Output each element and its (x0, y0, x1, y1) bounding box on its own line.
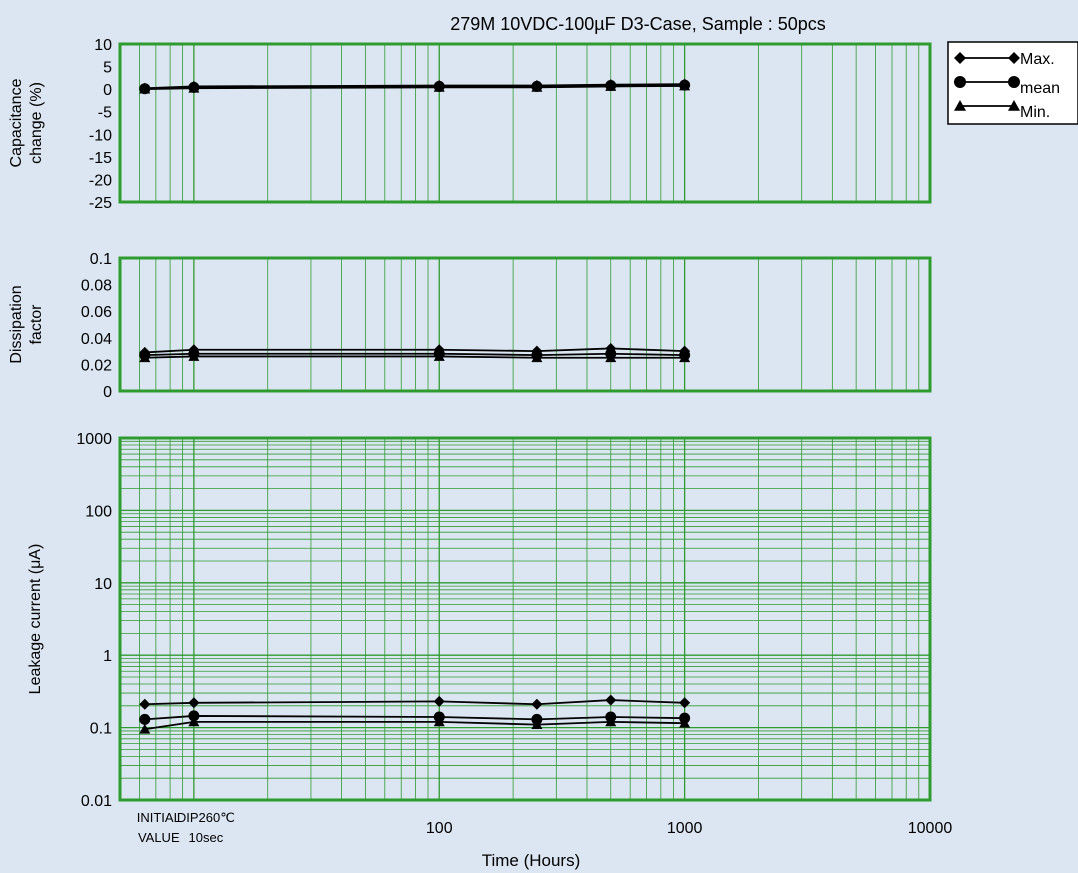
series-line-min (144, 85, 685, 91)
x-tick-label: 100 (426, 820, 453, 837)
x-tick-label: 1000 (667, 820, 703, 837)
data-point-diamond (139, 698, 151, 710)
legend: Max. mean Min. (947, 41, 1078, 125)
y-tick-label: 0.01 (81, 793, 112, 810)
y-tick-label: 0.02 (81, 357, 112, 374)
y-axis-label: change (%) (28, 82, 45, 164)
legend-label: Max. (1020, 51, 1055, 68)
data-point-triangle (433, 350, 445, 361)
x-tick-label: 10sec (189, 830, 224, 845)
y-tick-label: -10 (89, 127, 112, 144)
data-point-triangle (139, 83, 151, 94)
plot-frame (118, 436, 932, 802)
data-point-triangle (433, 81, 445, 92)
legend-label: mean (1020, 80, 1060, 97)
data-point-diamond (531, 698, 543, 710)
series-line-max (144, 347, 685, 354)
data-point-diamond (433, 695, 445, 707)
plot-frame (118, 42, 932, 204)
y-tick-label: 0.1 (90, 251, 112, 268)
y-tick-label: 1000 (76, 431, 112, 448)
y-tick-label: 0.08 (81, 278, 112, 295)
y-tick-label: 0 (103, 384, 112, 401)
data-point-diamond (188, 697, 200, 709)
data-point-triangle (531, 352, 543, 363)
legend-marker-diamond (1008, 52, 1020, 64)
y-tick-label: 5 (103, 60, 112, 77)
series-line-mean (144, 352, 685, 356)
y-tick-label: -20 (89, 172, 112, 189)
y-tick-label: -15 (89, 150, 112, 167)
data-point-triangle (139, 723, 151, 734)
panel-1: 10 5 0 -5 -10 -15 -20 -25 Capacitance change (%) (8, 37, 932, 212)
panel-3: 1000 100 10 1 0.1 0.01 Leakage current (μA) (27, 431, 932, 810)
data-point-diamond (605, 694, 617, 706)
data-point-circle (139, 713, 151, 725)
y-axis-label: Dissipation (8, 285, 25, 363)
data-point-triangle (139, 352, 151, 363)
y-tick-label: 10 (94, 576, 112, 593)
y-tick-label: 100 (85, 503, 112, 520)
data-point-triangle (531, 81, 543, 92)
y-tick-label: 0.06 (81, 304, 112, 321)
data-point-diamond (679, 697, 691, 709)
data-point-triangle (433, 716, 445, 727)
legend-label: Min. (1020, 104, 1050, 121)
x-axis-label: Time (Hours) (482, 851, 581, 870)
y-axis-label: Leakage current (μA) (27, 544, 44, 695)
legend-marker-circle (1008, 76, 1020, 88)
y-tick-label: 0.04 (81, 331, 112, 348)
y-tick-label: 0 (103, 82, 112, 99)
chart-title: 279M 10VDC-100µF D3-Case, Sample : 50pcs (450, 14, 826, 34)
data-point-triangle (188, 716, 200, 727)
y-tick-label: 0.1 (90, 721, 112, 738)
series-line-min (144, 355, 685, 359)
data-point-triangle (605, 716, 617, 727)
series-line-min (144, 720, 685, 731)
series-line-max (144, 699, 685, 706)
x-tick-label: INITIAL (137, 810, 181, 825)
data-point-triangle (679, 352, 691, 363)
x-tick-label: 10000 (908, 820, 953, 837)
data-point-triangle (679, 717, 691, 728)
x-tick-label: VALUE (138, 830, 180, 845)
y-tick-label: 1 (103, 648, 112, 665)
panel-2: 0.1 0.08 0.06 0.04 0.02 0 Dissipation factor (8, 251, 932, 401)
y-tick-label: -5 (98, 105, 112, 122)
legend-marker-triangle (954, 100, 966, 111)
y-axis-label: Capacitance (8, 78, 25, 167)
data-point-triangle (531, 719, 543, 730)
series-line-mean (144, 715, 685, 721)
legend-marker-diamond (954, 52, 966, 64)
data-point-triangle (605, 80, 617, 91)
y-tick-label: 10 (94, 37, 112, 54)
y-tick-label: -25 (89, 195, 112, 212)
plot-frame (118, 256, 932, 393)
x-tick-label: DIP260℃ (177, 810, 235, 825)
data-point-triangle (605, 352, 617, 363)
data-point-triangle (188, 82, 200, 93)
data-point-triangle (188, 350, 200, 361)
y-axis-label: factor (28, 304, 45, 345)
data-point-triangle (679, 80, 691, 91)
legend-marker-circle (954, 76, 966, 88)
legend-marker-triangle (1008, 100, 1020, 111)
data-point-circle (188, 710, 200, 722)
